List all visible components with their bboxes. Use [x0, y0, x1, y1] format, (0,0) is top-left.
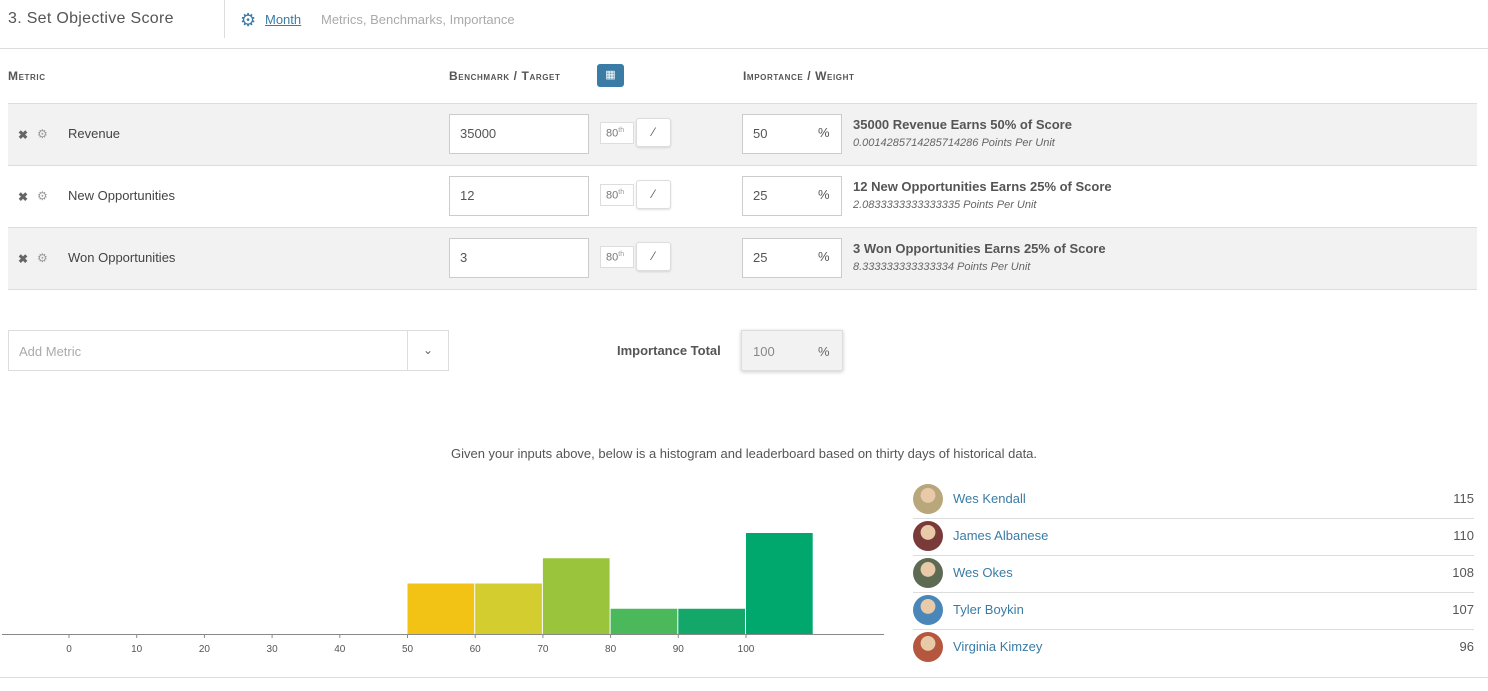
column-header-importance: Importance / Weight — [743, 69, 855, 83]
weight-input[interactable]: 25 — [742, 176, 842, 216]
footer-divider — [0, 677, 1488, 678]
percent-symbol: % — [818, 187, 830, 202]
leaderboard-score: 110 — [1453, 528, 1474, 543]
magic-wand-button[interactable]: ⁄ — [636, 118, 671, 147]
earns-summary: 35000 Revenue Earns 50% of Score — [853, 117, 1072, 132]
gear-icon[interactable]: ⚙ — [37, 251, 48, 265]
histogram-caption: Given your inputs above, below is a hist… — [450, 446, 1038, 461]
period-link[interactable]: Month — [265, 12, 302, 27]
benchmark-input[interactable]: 3 — [449, 238, 589, 278]
x-tick-label: 30 — [267, 644, 279, 655]
points-per-unit: 2.0833333333333335 Points Per Unit — [853, 199, 1037, 211]
calendar-button[interactable]: ▦ — [597, 64, 624, 87]
metric-name: Won Opportunities — [68, 250, 176, 265]
importance-total-label: Importance Total — [617, 343, 721, 358]
add-metric-select[interactable]: Add Metric ⌄ — [8, 330, 449, 371]
x-tick-label: 10 — [131, 644, 143, 655]
avatar — [913, 558, 943, 588]
x-tick-label: 0 — [66, 644, 72, 655]
benchmark-input[interactable]: 35000 — [449, 114, 589, 154]
magic-wand-button[interactable]: ⁄ — [636, 180, 671, 209]
header-divider-line — [0, 48, 1488, 49]
histogram-bar — [678, 608, 745, 634]
points-per-unit: 0.0014285714285714286 Points Per Unit — [853, 137, 1055, 149]
x-tick-label: 50 — [402, 644, 414, 655]
metric-name: Revenue — [68, 126, 121, 141]
leaderboard-row: Wes Kendall 115 — [913, 481, 1474, 519]
metric-row: ✖ ⚙ Revenue 35000 80th ⁄ 50 % 35000 Reve… — [8, 103, 1477, 166]
leaderboard-name-link[interactable]: Virginia Kimzey — [953, 639, 1043, 654]
weight-input[interactable]: 50 — [742, 114, 842, 154]
chevron-down-icon[interactable]: ⌄ — [407, 331, 448, 370]
breadcrumb: Metrics, Benchmarks, Importance — [321, 12, 515, 27]
x-tick-label: 90 — [673, 644, 685, 655]
leaderboard-score: 108 — [1452, 565, 1474, 580]
leaderboard-row: Tyler Boykin 107 — [913, 592, 1474, 630]
leaderboard-score: 115 — [1453, 491, 1474, 506]
close-icon[interactable]: ✖ — [18, 252, 29, 266]
leaderboard-name-link[interactable]: Tyler Boykin — [953, 602, 1024, 617]
rows-divider — [8, 289, 1477, 290]
magic-wand-icon: ⁄ — [652, 187, 655, 201]
calendar-icon: ▦ — [605, 69, 616, 81]
metric-name: New Opportunities — [68, 188, 175, 203]
percentile-badge: 80th — [600, 246, 634, 268]
header-divider — [224, 0, 225, 38]
x-tick-label: 100 — [738, 644, 755, 655]
x-tick-label: 40 — [334, 644, 346, 655]
section-title: 3. Set Objective Score — [8, 10, 174, 27]
avatar — [913, 521, 943, 551]
percentile-badge: 80th — [600, 122, 634, 144]
leaderboard-name-link[interactable]: Wes Okes — [953, 565, 1013, 580]
column-header-metric: Metric — [8, 69, 46, 83]
leaderboard-score: 96 — [1459, 639, 1474, 654]
histogram-bar — [475, 583, 542, 634]
gear-icon[interactable]: ⚙ — [240, 10, 257, 30]
magic-wand-button[interactable]: ⁄ — [636, 242, 671, 271]
percent-symbol: % — [818, 344, 830, 359]
points-per-unit: 8.333333333333334 Points Per Unit — [853, 261, 1031, 273]
leaderboard-name-link[interactable]: Wes Kendall — [953, 491, 1026, 506]
leaderboard-name-link[interactable]: James Albanese — [953, 528, 1049, 543]
gear-icon[interactable]: ⚙ — [37, 127, 48, 141]
histogram-bar — [746, 533, 813, 634]
leaderboard-row: James Albanese 110 — [913, 518, 1474, 556]
column-header-benchmark: Benchmark / Target — [449, 69, 561, 83]
percent-symbol: % — [818, 249, 830, 264]
gear-icon[interactable]: ⚙ — [37, 189, 48, 203]
leaderboard-row: Wes Okes 108 — [913, 555, 1474, 593]
importance-total-field: 100 % — [741, 330, 843, 371]
avatar — [913, 484, 943, 514]
metric-row: ✖ ⚙ New Opportunities 12 80th ⁄ 25 % 12 … — [8, 165, 1477, 228]
x-tick-label: 70 — [537, 644, 549, 655]
x-tick-label: 80 — [605, 644, 617, 655]
histogram-bar — [542, 558, 610, 634]
close-icon[interactable]: ✖ — [18, 190, 29, 204]
leaderboard-row: Virginia Kimzey 96 — [913, 629, 1474, 666]
histogram-bar — [610, 608, 678, 634]
earns-summary: 3 Won Opportunities Earns 25% of Score — [853, 241, 1106, 256]
importance-total-value: 100 — [753, 344, 775, 359]
weight-input[interactable]: 25 — [742, 238, 842, 278]
avatar — [913, 632, 943, 662]
histogram-bar — [407, 583, 475, 634]
histogram-chart: 0 10 20 30 40 50 60 70 80 90 100 — [2, 533, 884, 655]
percent-symbol: % — [818, 125, 830, 140]
magic-wand-icon: ⁄ — [652, 125, 655, 139]
benchmark-input[interactable]: 12 — [449, 176, 589, 216]
close-icon[interactable]: ✖ — [18, 128, 29, 142]
x-tick-label: 20 — [199, 644, 211, 655]
percentile-badge: 80th — [600, 184, 634, 206]
metric-row: ✖ ⚙ Won Opportunities 3 80th ⁄ 25 % 3 Wo… — [8, 227, 1477, 290]
add-metric-placeholder: Add Metric — [19, 344, 82, 359]
magic-wand-icon: ⁄ — [652, 249, 655, 263]
earns-summary: 12 New Opportunities Earns 25% of Score — [853, 179, 1112, 194]
leaderboard-score: 107 — [1452, 602, 1474, 617]
avatar — [913, 595, 943, 625]
x-tick-label: 60 — [470, 644, 482, 655]
